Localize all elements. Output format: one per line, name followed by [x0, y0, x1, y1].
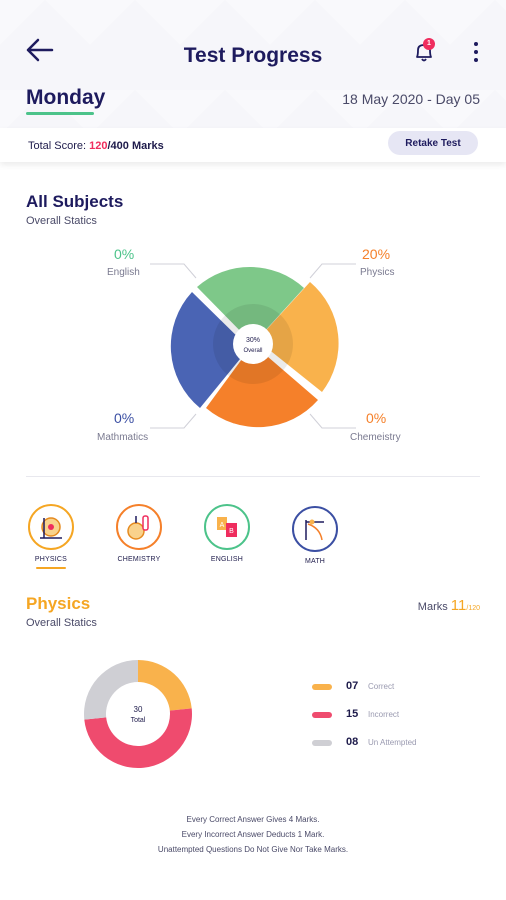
pie-center-value: 30%: [246, 337, 260, 344]
header-pattern: [0, 0, 506, 128]
tab-english-label: ENGLISH: [210, 556, 244, 563]
section-divider: [26, 476, 480, 477]
active-tab-indicator: [36, 567, 66, 569]
pie-slice-physics: [257, 282, 339, 392]
day-label: Monday: [26, 86, 106, 109]
chemistry-pct: 0%: [366, 410, 387, 426]
english-name: English: [107, 267, 140, 278]
tab-english[interactable]: A B ENGLISH: [197, 504, 257, 563]
notification-badge: 1: [423, 38, 435, 50]
pie-slice-math: [170, 292, 249, 408]
english-icon-circle: A B: [204, 504, 250, 550]
tab-chemistry-label: CHEMISTRY: [117, 556, 161, 563]
physics-icon-circle: [28, 504, 74, 550]
donut-slice-un-attempted: [84, 660, 138, 720]
marking-rules: Every Correct Answer Gives 4 Marks. Ever…: [0, 812, 506, 857]
english-pct: 0%: [114, 246, 135, 262]
legend-value: 07: [346, 680, 359, 692]
physics-pct: 20%: [362, 246, 391, 262]
legend-swatch: [312, 684, 332, 690]
legend-value: 15: [346, 708, 359, 720]
kebab-dot-icon: [474, 50, 478, 54]
physics-title: Physics: [26, 594, 91, 613]
physics-subtitle: Overall Statics: [26, 617, 97, 629]
total-score-label: Total Score:: [28, 140, 90, 152]
back-button[interactable]: [24, 36, 56, 64]
leader-line-english: [150, 263, 197, 279]
back-arrow-icon: [26, 38, 54, 62]
tab-math[interactable]: MATH: [285, 506, 345, 565]
math-icon: [305, 519, 324, 541]
total-score-max: /400 Marks: [107, 140, 164, 152]
english-icon: A B: [217, 517, 237, 537]
donut-slice-correct: [138, 660, 192, 711]
tab-chemistry[interactable]: CHEMISTRY: [109, 504, 169, 563]
header: [0, 0, 506, 128]
donut-center-label: Total: [131, 717, 146, 724]
total-score: Total Score: 120/400 Marks: [28, 140, 164, 152]
score-bar: Total Score: 120/400 Marks Retake Test: [0, 128, 506, 162]
all-subjects-subtitle: Overall Statics: [26, 215, 97, 227]
rule-line: Unattempted Questions Do Not Give Nor Ta…: [157, 845, 349, 854]
kebab-dot-icon: [474, 58, 478, 62]
tab-physics[interactable]: PHYSICS: [21, 504, 81, 563]
svg-text:B: B: [229, 528, 234, 535]
chemistry-icon: [127, 515, 149, 540]
leader-line-chemistry: [309, 413, 356, 429]
tab-physics-label: PHYSICS: [34, 556, 68, 563]
kebab-dot-icon: [474, 42, 478, 46]
legend-swatch: [312, 712, 332, 718]
donut-center-value: 30: [134, 705, 143, 714]
legend-label: Correct: [368, 682, 395, 691]
rule-line: Every Incorrect Answer Deducts 1 Mark.: [181, 830, 325, 839]
tab-math-label: MATH: [304, 558, 326, 565]
pie-slice-english: [197, 266, 304, 344]
legend-label: Incorrect: [368, 710, 400, 719]
rule-line: Every Correct Answer Gives 4 Marks.: [186, 815, 320, 824]
physics-donut-chart: 30 Total: [84, 660, 192, 768]
pie-slice-chemistry: [206, 344, 318, 428]
leader-line-physics: [309, 263, 356, 279]
physics-icon: [40, 517, 62, 539]
all-subjects-pie: 30% Overall: [150, 263, 356, 429]
chemistry-icon-circle: [116, 504, 162, 550]
chemistry-name: Chemeistry: [350, 432, 401, 443]
physics-name: Physics: [360, 267, 395, 278]
legend-swatch: [312, 740, 332, 746]
day-underline: [26, 112, 94, 115]
leader-line-math: [150, 413, 197, 429]
marks-total: /120: [466, 605, 480, 612]
more-options-button[interactable]: [470, 42, 482, 66]
legend-value: 08: [346, 736, 359, 748]
math-pct: 0%: [114, 410, 135, 426]
physics-marks: Marks 11/120: [418, 597, 480, 614]
donut-slice-incorrect: [84, 708, 192, 768]
page-title: Test Progress: [183, 44, 323, 67]
date-label: 18 May 2020 - Day 05: [342, 91, 480, 107]
all-subjects-title: All Subjects: [26, 192, 124, 211]
math-icon-circle: [292, 506, 338, 552]
svg-text:A: A: [220, 522, 225, 529]
total-score-value: 120: [89, 140, 108, 152]
math-name: Mathmatics: [97, 432, 149, 443]
marks-value: 11: [450, 597, 467, 614]
pie-center-label: Overall: [243, 348, 262, 354]
retake-test-button[interactable]: Retake Test: [388, 131, 478, 155]
marks-label: Marks: [417, 601, 451, 613]
pie-center: [233, 324, 273, 364]
legend-label: Un Attempted: [368, 738, 417, 747]
